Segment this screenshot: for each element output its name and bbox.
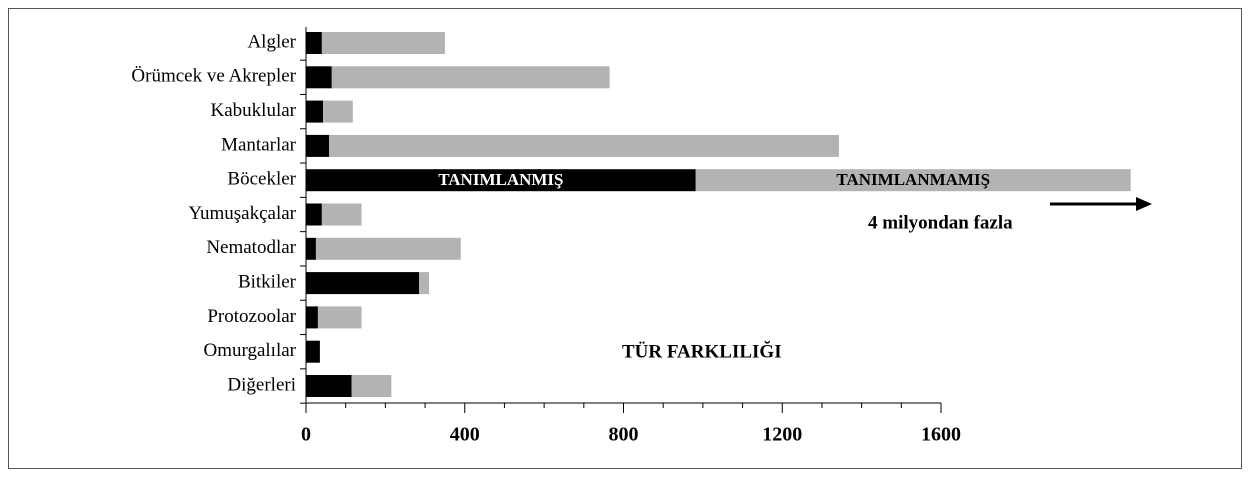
category-label: Bitkiler (238, 271, 297, 292)
category-label: Nematodlar (206, 237, 296, 258)
bar-segment (317, 306, 362, 329)
legend-label: TANIMLANMAMIŞ (836, 170, 990, 189)
arrow-head (1136, 197, 1152, 211)
bar-segment (306, 237, 316, 260)
bar-segment (306, 340, 320, 363)
category-label: Böcekler (227, 169, 296, 190)
x-tick-label: 800 (609, 424, 639, 446)
bar-segment (331, 66, 610, 89)
frame (8, 8, 1242, 469)
bar-segment (306, 169, 696, 192)
x-tick-label: 1600 (921, 424, 961, 446)
bar-segment (329, 134, 840, 157)
bar-segment (323, 100, 353, 123)
category-label: Mantarlar (221, 134, 297, 155)
bar-segment (321, 32, 445, 54)
bar-segment (306, 134, 330, 157)
legend-label: TANIMLANMIŞ (438, 170, 563, 189)
chart-title: TÜR FARKLILIĞI (622, 340, 782, 362)
category-label: Diğerleri (227, 374, 296, 395)
bar-segment (306, 66, 332, 89)
bar-segment (306, 272, 420, 295)
category-label: Omurgalılar (203, 340, 296, 361)
bar-segment (351, 375, 392, 397)
bar-segment (306, 306, 318, 329)
category-label: Algler (247, 31, 296, 52)
x-tick-label: 400 (450, 424, 480, 446)
bar-segment (419, 272, 430, 295)
bar-segment (306, 203, 322, 226)
x-tick-label: 0 (301, 424, 311, 446)
bar-segment (321, 203, 362, 226)
category-label: Yumuşakçalar (188, 203, 296, 224)
annotation: 4 milyondan fazla (868, 212, 1013, 233)
bars (306, 32, 1131, 397)
bar-segment (695, 169, 1131, 192)
bar-segment (306, 100, 324, 123)
x-tick-label: 1200 (762, 424, 802, 446)
category-label: Protozoolar (207, 306, 296, 327)
bar-segment (306, 32, 322, 54)
category-label: Kabuklular (211, 100, 297, 121)
bar-segment (315, 237, 461, 260)
bar-segment (306, 375, 352, 397)
category-label: Örümcek ve Akrepler (131, 66, 296, 87)
